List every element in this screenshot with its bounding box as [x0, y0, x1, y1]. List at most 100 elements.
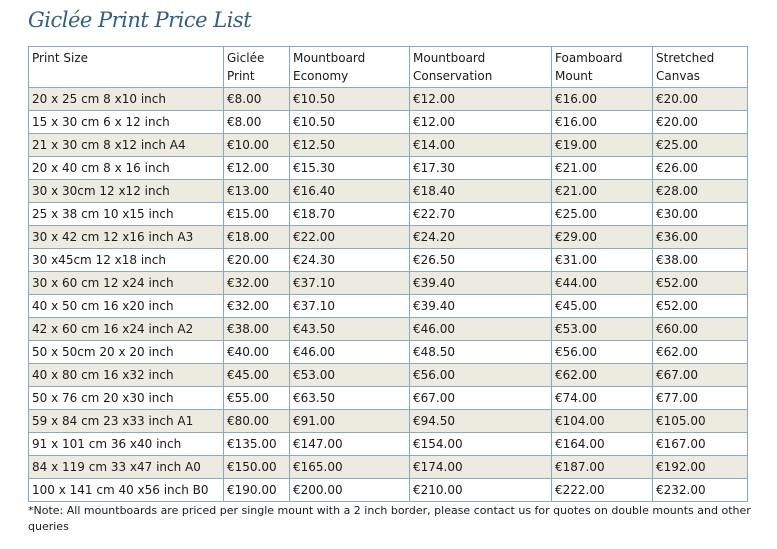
cell-mountboard-economy: €37.10	[289, 294, 410, 318]
table-row: 40 x 80 cm 16 x32 inch €45.00 €53.00 €56.00…	[28, 363, 748, 387]
cell-mountboard-economy: €18.70	[289, 202, 410, 226]
cell-print-size: 40 x 80 cm 16 x32 inch	[28, 363, 224, 387]
cell-stretched-canvas: €52.00	[652, 271, 748, 295]
cell-mountboard-economy: €91.00	[289, 409, 410, 433]
cell-mountboard-economy: €22.00	[289, 225, 410, 249]
cell-giclee-print: €20.00	[223, 248, 290, 272]
cell-mountboard-economy: €16.40	[289, 179, 410, 203]
footnote: *Note: All mountboards are priced per si…	[28, 504, 751, 533]
table-row: 50 x 76 cm 20 x30 inch €55.00 €63.50 €67.00…	[28, 386, 748, 410]
table-row: 25 x 38 cm 10 x15 inch €15.00 €18.70 €22.70…	[28, 202, 748, 226]
cell-foamboard-mount: €19.00	[551, 133, 653, 157]
cell-giclee-print: €8.00	[223, 110, 290, 134]
cell-mountboard-economy: €15.30	[289, 156, 410, 180]
cell-print-size: 59 x 84 cm 23 x33 inch A1	[28, 409, 224, 433]
table-row: 15 x 30 cm 6 x 12 inch €8.00 €10.50 €12.00 €…	[28, 110, 748, 134]
cell-mountboard-conservation: €24.20	[409, 225, 552, 249]
table-row: 84 x 119 cm 33 x47 inch A0 €150.00 €165.00…	[28, 455, 748, 479]
cell-print-size: 20 x 25 cm 8 x10 inch	[28, 87, 224, 111]
table-row: 30 x 42 cm 12 x16 inch A3 €18.00 €22.00 €24…	[28, 225, 748, 249]
cell-mountboard-conservation: €46.00	[409, 317, 552, 341]
cell-mountboard-conservation: €14.00	[409, 133, 552, 157]
cell-foamboard-mount: €21.00	[551, 156, 653, 180]
cell-giclee-print: €32.00	[223, 294, 290, 318]
cell-mountboard-conservation: €67.00	[409, 386, 552, 410]
price-table: Print Size Giclée Print Mountboard Econo…	[28, 46, 748, 502]
cell-giclee-print: €10.00	[223, 133, 290, 157]
table-row: 30 x 60 cm 12 x24 inch €32.00 €37.10 €39.40…	[28, 271, 748, 295]
cell-mountboard-economy: €37.10	[289, 271, 410, 295]
cell-mountboard-conservation: €12.00	[409, 87, 552, 111]
cell-foamboard-mount: €21.00	[551, 179, 653, 203]
table-row: 50 x 50cm 20 x 20 inch €40.00 €46.00 €48.50…	[28, 340, 748, 364]
cell-giclee-print: €12.00	[223, 156, 290, 180]
cell-stretched-canvas: €192.00	[652, 455, 748, 479]
cell-mountboard-conservation: €17.30	[409, 156, 552, 180]
page-title: Giclée Print Price List	[28, 8, 252, 32]
cell-mountboard-conservation: €210.00	[409, 478, 552, 502]
cell-mountboard-economy: €46.00	[289, 340, 410, 364]
cell-mountboard-conservation: €22.70	[409, 202, 552, 226]
cell-print-size: 84 x 119 cm 33 x47 inch A0	[28, 455, 224, 479]
cell-mountboard-economy: €200.00	[289, 478, 410, 502]
cell-giclee-print: €32.00	[223, 271, 290, 295]
cell-stretched-canvas: €167.00	[652, 432, 748, 456]
cell-mountboard-conservation: €12.00	[409, 110, 552, 134]
cell-stretched-canvas: €20.00	[652, 87, 748, 111]
table-row: 30 x 30cm 12 x12 inch €13.00 €16.40 €18.40 €…	[28, 179, 748, 203]
cell-mountboard-conservation: €18.40	[409, 179, 552, 203]
cell-stretched-canvas: €60.00	[652, 317, 748, 341]
cell-stretched-canvas: €38.00	[652, 248, 748, 272]
cell-print-size: 15 x 30 cm 6 x 12 inch	[28, 110, 224, 134]
header-stretched-canvas: Stretched Canvas	[652, 46, 748, 88]
cell-foamboard-mount: €56.00	[551, 340, 653, 364]
cell-mountboard-economy: €10.50	[289, 110, 410, 134]
cell-mountboard-conservation: €94.50	[409, 409, 552, 433]
header-foamboard-mount: Foamboard Mount	[551, 46, 653, 88]
cell-foamboard-mount: €44.00	[551, 271, 653, 295]
cell-mountboard-economy: €147.00	[289, 432, 410, 456]
cell-giclee-print: €40.00	[223, 340, 290, 364]
cell-foamboard-mount: €25.00	[551, 202, 653, 226]
cell-print-size: 50 x 76 cm 20 x30 inch	[28, 386, 224, 410]
table-row: 42 x 60 cm 16 x24 inch A2 €38.00 €43.50 €46…	[28, 317, 748, 341]
header-mountboard-economy: Mountboard Economy	[289, 46, 410, 88]
cell-print-size: 50 x 50cm 20 x 20 inch	[28, 340, 224, 364]
cell-print-size: 30 x 42 cm 12 x16 inch A3	[28, 225, 224, 249]
cell-print-size: 40 x 50 cm 16 x20 inch	[28, 294, 224, 318]
cell-mountboard-conservation: €39.40	[409, 294, 552, 318]
cell-giclee-print: €80.00	[223, 409, 290, 433]
cell-giclee-print: €15.00	[223, 202, 290, 226]
cell-stretched-canvas: €26.00	[652, 156, 748, 180]
cell-stretched-canvas: €25.00	[652, 133, 748, 157]
cell-giclee-print: €45.00	[223, 363, 290, 387]
cell-foamboard-mount: €29.00	[551, 225, 653, 249]
cell-foamboard-mount: €62.00	[551, 363, 653, 387]
cell-mountboard-conservation: €26.50	[409, 248, 552, 272]
cell-stretched-canvas: €30.00	[652, 202, 748, 226]
table-row: 40 x 50 cm 16 x20 inch €32.00 €37.10 €39.40…	[28, 294, 748, 318]
cell-stretched-canvas: €62.00	[652, 340, 748, 364]
cell-giclee-print: €55.00	[223, 386, 290, 410]
cell-print-size: 30 x 30cm 12 x12 inch	[28, 179, 224, 203]
header-row: Print Size Giclée Print Mountboard Econo…	[28, 46, 748, 88]
cell-stretched-canvas: €28.00	[652, 179, 748, 203]
header-mountboard-conservation: Mountboard Conservation	[409, 46, 552, 88]
cell-stretched-canvas: €20.00	[652, 110, 748, 134]
cell-giclee-print: €18.00	[223, 225, 290, 249]
cell-giclee-print: €38.00	[223, 317, 290, 341]
cell-foamboard-mount: €16.00	[551, 110, 653, 134]
cell-giclee-print: €13.00	[223, 179, 290, 203]
cell-stretched-canvas: €52.00	[652, 294, 748, 318]
cell-giclee-print: €135.00	[223, 432, 290, 456]
cell-foamboard-mount: €45.00	[551, 294, 653, 318]
cell-foamboard-mount: €164.00	[551, 432, 653, 456]
cell-mountboard-conservation: €56.00	[409, 363, 552, 387]
cell-foamboard-mount: €187.00	[551, 455, 653, 479]
cell-giclee-print: €190.00	[223, 478, 290, 502]
cell-mountboard-economy: €53.00	[289, 363, 410, 387]
cell-stretched-canvas: €232.00	[652, 478, 748, 502]
cell-print-size: 20 x 40 cm 8 x 16 inch	[28, 156, 224, 180]
table-row: 20 x 40 cm 8 x 16 inch €12.00 €15.30 €17.30…	[28, 156, 748, 180]
cell-stretched-canvas: €36.00	[652, 225, 748, 249]
